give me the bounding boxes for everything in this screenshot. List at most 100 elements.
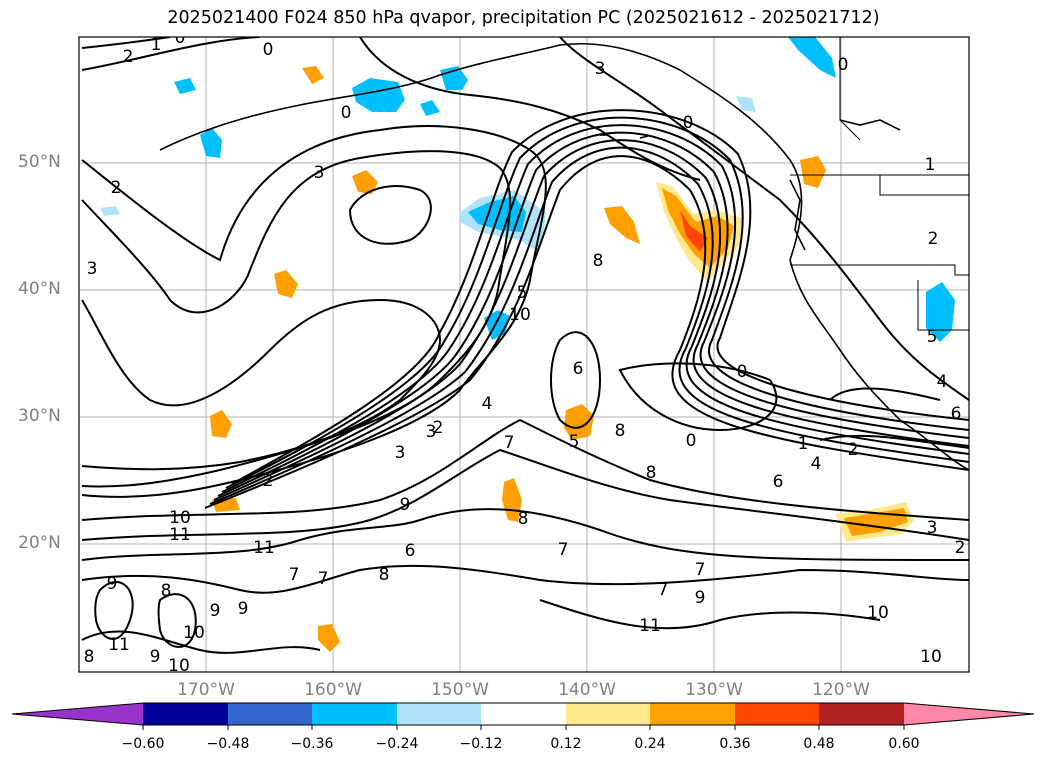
precip-positive-area bbox=[564, 404, 594, 440]
colorbar-swatch bbox=[819, 703, 904, 725]
border-line bbox=[879, 175, 969, 196]
contour-label: 11 bbox=[169, 525, 191, 545]
figure-title: 2025021400 F024 850 hPa qvapor, precipit… bbox=[167, 8, 880, 28]
contour-label: 1 bbox=[151, 35, 162, 55]
contour-label: 9 bbox=[400, 495, 411, 515]
contour-line bbox=[559, 37, 969, 401]
precip-positive-area bbox=[800, 156, 826, 188]
border-line bbox=[917, 280, 969, 331]
contour-label: 6 bbox=[405, 541, 416, 561]
lon-label: 170°W bbox=[177, 680, 235, 700]
border-line bbox=[839, 37, 861, 141]
borders bbox=[790, 37, 969, 331]
contour-line bbox=[81, 508, 969, 561]
contour-line bbox=[359, 37, 701, 181]
contour-label: 0 bbox=[175, 28, 186, 48]
precip-positive-area bbox=[604, 206, 640, 244]
contour-label: 3 bbox=[87, 259, 98, 279]
contour-label: 2 bbox=[111, 178, 122, 198]
precip-positive-area bbox=[274, 270, 298, 298]
contour-label: 8 bbox=[84, 647, 95, 667]
contour-label: 7 bbox=[504, 433, 515, 453]
contour-label: 7 bbox=[695, 560, 706, 580]
contour-label: 8 bbox=[646, 463, 657, 483]
colorbar-tick-label: −0.36 bbox=[290, 736, 334, 752]
contour-label: 7 bbox=[318, 569, 329, 589]
coastline bbox=[639, 135, 649, 139]
contour-label: 8 bbox=[161, 581, 172, 601]
colorbar-swatch bbox=[228, 703, 312, 725]
contour-label: 3 bbox=[927, 518, 938, 538]
lat-label: 40°N bbox=[18, 279, 61, 299]
contour-label: 2 bbox=[955, 538, 966, 558]
coastlines bbox=[159, 42, 969, 471]
contour-label: 2 bbox=[928, 229, 939, 249]
precip-negative-area bbox=[174, 78, 196, 94]
colorbar-tick-label: −0.24 bbox=[375, 736, 419, 752]
qvapor-contours bbox=[81, 37, 969, 654]
contour-label: 3 bbox=[395, 443, 406, 463]
contour-label: 10 bbox=[509, 305, 531, 325]
map-area bbox=[79, 37, 969, 672]
colorbar-swatch bbox=[735, 703, 819, 725]
contour-label: 10 bbox=[867, 603, 889, 623]
contour-label: 3 bbox=[426, 422, 437, 442]
contour-label: 1 bbox=[925, 155, 936, 175]
contour-label: 8 bbox=[518, 509, 529, 529]
contour-label: 6 bbox=[951, 404, 962, 424]
contour-line bbox=[157, 593, 197, 648]
contour-label: 9 bbox=[695, 588, 706, 608]
contour-label: 6 bbox=[573, 359, 584, 379]
contour-label: 4 bbox=[811, 454, 822, 474]
gridlines bbox=[79, 37, 969, 672]
contour-line bbox=[81, 418, 969, 521]
border-line bbox=[790, 264, 969, 276]
contour-label: 8 bbox=[615, 421, 626, 441]
contour-line bbox=[81, 630, 321, 654]
colorbar-swatch bbox=[481, 703, 566, 725]
contour-line bbox=[81, 37, 171, 49]
lon-label: 160°W bbox=[304, 680, 362, 700]
contour-line bbox=[550, 331, 602, 429]
coastline bbox=[789, 179, 806, 251]
lat-label: 30°N bbox=[18, 406, 61, 426]
contour-label: 4 bbox=[482, 394, 493, 414]
contour-line bbox=[81, 564, 969, 594]
colorbar-tick-label: −0.48 bbox=[206, 736, 250, 752]
contour-label: 9 bbox=[210, 601, 221, 621]
colorbar-tick-label: 0.12 bbox=[550, 736, 582, 752]
colorbar-tick-label: 0.24 bbox=[634, 736, 666, 752]
lon-label: 140°W bbox=[558, 680, 616, 700]
contour-label: 0 bbox=[683, 113, 694, 133]
lat-label: 50°N bbox=[18, 152, 61, 172]
contour-line bbox=[221, 124, 969, 493]
colorbar-swatch bbox=[12, 703, 143, 725]
contour-line bbox=[94, 580, 134, 640]
contour-label: 5 bbox=[517, 283, 528, 303]
contour-label: 5 bbox=[569, 432, 580, 452]
precip-negative-area bbox=[352, 78, 405, 112]
colorbar-tick-label: −0.60 bbox=[121, 736, 165, 752]
contour-line bbox=[819, 434, 969, 449]
colorbar-tick-label: 0.48 bbox=[803, 736, 835, 752]
contour-label: 9 bbox=[238, 599, 249, 619]
contour-label: 10 bbox=[183, 623, 205, 643]
precip-positive-area bbox=[302, 66, 324, 84]
precip-positive-core2 bbox=[680, 210, 708, 252]
contour-label: 8 bbox=[593, 251, 604, 271]
contour-label: 3 bbox=[595, 59, 606, 79]
contour-label: 2 bbox=[848, 440, 859, 460]
contour-label: 7 bbox=[289, 565, 300, 585]
contour-line bbox=[204, 155, 969, 509]
contour-label: 1 bbox=[798, 434, 809, 454]
lon-label: 120°W bbox=[812, 680, 870, 700]
contour-label: 3 bbox=[314, 163, 325, 183]
contour-label: 9 bbox=[150, 647, 161, 667]
contour-label: 6 bbox=[773, 472, 784, 492]
contour-label: 10 bbox=[920, 647, 942, 667]
contour-labels: 0 1 2 0 3 2 3 3 8 5 4 3 2 7 9 10 11 11 7… bbox=[84, 28, 966, 672]
contour-label: 2 bbox=[123, 47, 134, 67]
precip-negative-area bbox=[736, 96, 756, 112]
contour-line bbox=[81, 125, 547, 498]
contour-label: 7 bbox=[658, 580, 669, 600]
